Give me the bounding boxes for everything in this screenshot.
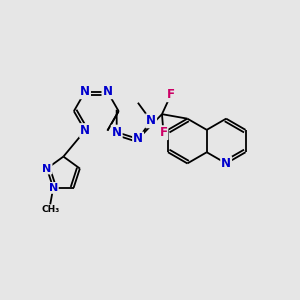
- Text: N: N: [221, 157, 231, 170]
- Text: N: N: [80, 124, 90, 137]
- Text: N: N: [49, 183, 58, 193]
- Text: N: N: [146, 114, 156, 127]
- Text: CH₃: CH₃: [41, 205, 59, 214]
- Text: N: N: [80, 85, 90, 98]
- Text: F: F: [167, 88, 175, 101]
- Text: N: N: [102, 85, 112, 98]
- Text: N: N: [112, 126, 122, 139]
- Text: N: N: [42, 164, 52, 173]
- Text: F: F: [160, 126, 167, 139]
- Text: N: N: [133, 133, 143, 146]
